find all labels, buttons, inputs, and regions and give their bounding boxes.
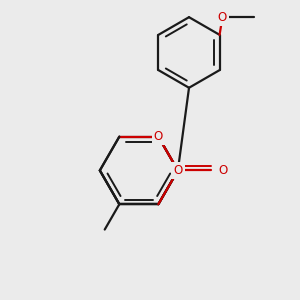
Text: O: O [218,164,228,177]
Text: O: O [218,11,227,24]
Text: O: O [154,130,163,143]
Text: N: N [173,164,182,177]
Text: O: O [173,164,182,177]
Text: O: O [154,130,163,143]
Text: O: O [218,164,228,177]
Text: O: O [218,11,227,24]
Text: O: O [173,164,182,177]
Text: N: N [173,164,182,177]
